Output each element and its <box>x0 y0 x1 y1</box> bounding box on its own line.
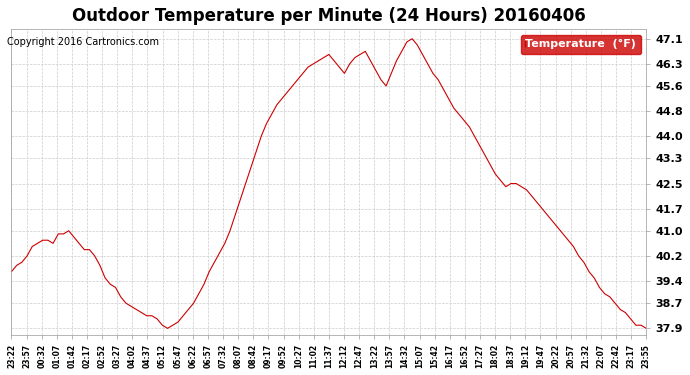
Text: Copyright 2016 Cartronics.com: Copyright 2016 Cartronics.com <box>7 37 159 47</box>
Legend: Temperature  (°F): Temperature (°F) <box>521 35 641 54</box>
Title: Outdoor Temperature per Minute (24 Hours) 20160406: Outdoor Temperature per Minute (24 Hours… <box>72 7 586 25</box>
